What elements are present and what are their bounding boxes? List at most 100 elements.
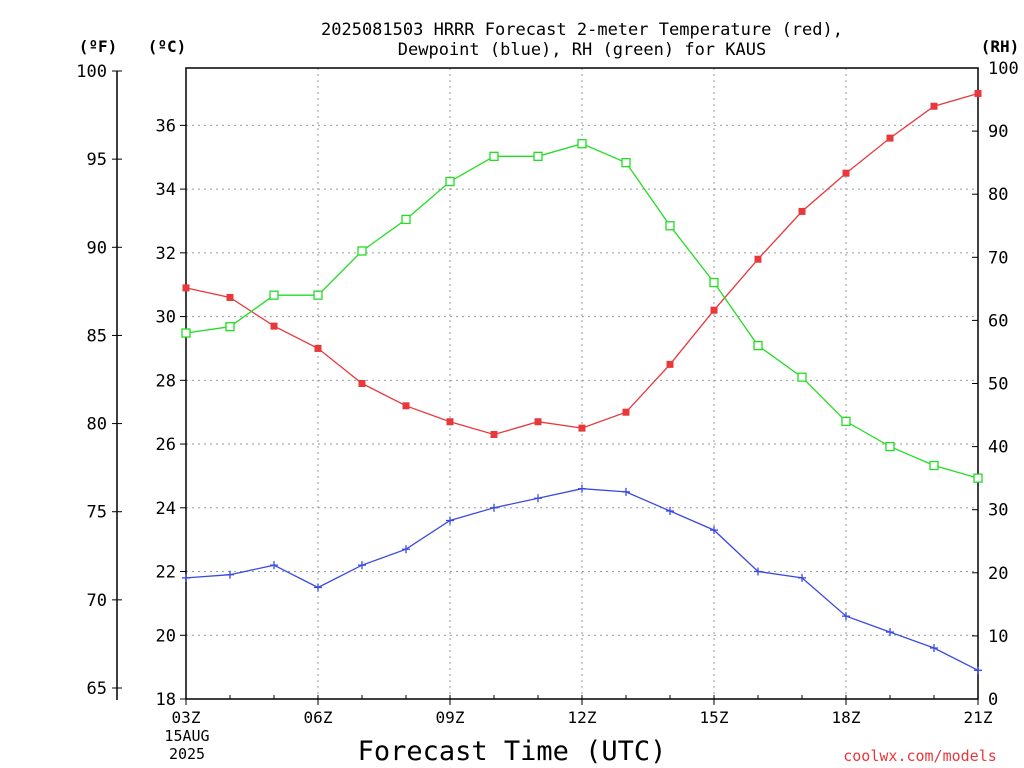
x-tick-label: 09Z — [436, 708, 465, 727]
rh-tick-label: 80 — [988, 185, 1008, 205]
fahrenheit-tick-label: 80 — [87, 415, 107, 435]
unit-label-fahrenheit: (ºF) — [79, 37, 118, 56]
rh-point — [181, 328, 191, 338]
temperature-point — [446, 418, 454, 426]
celsius-tick-label: 24 — [156, 499, 176, 519]
dewpoint-point — [358, 561, 366, 570]
temperature-point — [754, 255, 762, 263]
unit-label-rh: (RH) — [981, 37, 1020, 56]
rh-point — [709, 277, 719, 288]
rh-point — [313, 290, 323, 300]
rh-point — [753, 340, 763, 351]
dewpoint-point — [578, 484, 586, 493]
fahrenheit-tick-label: 65 — [87, 679, 107, 699]
fahrenheit-tick-label: 95 — [87, 150, 107, 170]
dewpoint-point — [622, 487, 630, 496]
dewpoint-series — [182, 484, 982, 675]
celsius-tick-label: 30 — [156, 308, 176, 328]
celsius-tick-label: 20 — [156, 626, 176, 646]
rh-tick-label: 60 — [988, 311, 1008, 331]
fahrenheit-tick-label: 100 — [76, 62, 107, 82]
rh-tick-label: 40 — [988, 438, 1008, 458]
dewpoint-point — [446, 516, 454, 525]
credit-label: coolwx.com/models — [843, 747, 997, 765]
dewpoint-point — [666, 506, 674, 515]
celsius-tick-label: 32 — [156, 244, 176, 264]
grid-lines — [186, 68, 978, 699]
temperature-point — [402, 402, 410, 410]
data-series — [181, 89, 983, 675]
rh-tick-label: 50 — [988, 375, 1008, 395]
rh-tick-label: 20 — [988, 564, 1008, 584]
temperature-series — [182, 89, 982, 438]
rh-point — [973, 473, 983, 483]
dewpoint-point — [886, 628, 894, 637]
temperature-point — [710, 306, 718, 314]
chart-title-line2: Dewpoint (blue), RH (green) for KAUS — [398, 40, 766, 60]
dewpoint-point — [226, 570, 234, 579]
dewpoint-point — [930, 644, 938, 653]
temperature-point — [314, 344, 322, 352]
temperature-point — [270, 322, 278, 330]
rh-point — [797, 372, 807, 382]
dewpoint-point — [842, 612, 850, 621]
dewpoint-point — [974, 666, 982, 675]
rh-point — [577, 139, 587, 149]
temperature-point — [490, 430, 498, 438]
rh-tick-label: 30 — [988, 501, 1008, 521]
dewpoint-point — [710, 526, 718, 535]
rh-point — [841, 416, 851, 427]
x-tick-label: 15Z — [700, 708, 729, 727]
temperature-point — [182, 284, 190, 292]
axes: 65 70 75 80 85 90 95 100 18 20 22 24 26 28 30 32 34 36 0 10… — [76, 59, 1018, 727]
rh-tick-label: 100 — [988, 59, 1019, 79]
temperature-point — [798, 207, 806, 215]
temperature-point — [226, 293, 234, 301]
dewpoint-point — [314, 583, 322, 592]
temperature-point — [358, 380, 366, 387]
x-tick-label: 12Z — [568, 708, 597, 727]
dewpoint-point — [182, 573, 190, 582]
rh-tick-label: 90 — [988, 122, 1008, 142]
dewpoint-point — [270, 561, 278, 570]
rh-point — [269, 290, 279, 300]
dewpoint-point — [490, 503, 498, 512]
fahrenheit-tick-label: 70 — [87, 591, 107, 611]
temperature-point — [930, 102, 938, 110]
fahrenheit-tick-label: 75 — [87, 503, 107, 523]
temperature-point — [622, 408, 630, 416]
rh-point — [225, 322, 235, 332]
temperature-point — [886, 134, 894, 142]
celsius-tick-label: 34 — [156, 180, 176, 200]
rh-point — [401, 214, 411, 225]
rh-tick-label: 10 — [988, 627, 1008, 647]
celsius-tick-label: 18 — [156, 690, 176, 710]
date-label-year: 2025 — [169, 745, 205, 763]
rh-tick-label: 0 — [988, 690, 998, 710]
temperature-point — [578, 424, 586, 432]
rh-series — [181, 139, 983, 483]
date-label-day: 15AUG — [164, 727, 209, 745]
fahrenheit-tick-label: 85 — [87, 326, 107, 346]
rh-point — [885, 441, 895, 452]
rh-point — [533, 151, 543, 161]
celsius-tick-label: 28 — [156, 371, 176, 391]
x-tick-label: 06Z — [304, 708, 333, 727]
rh-tick-label: 70 — [988, 248, 1008, 268]
dewpoint-point — [534, 494, 542, 503]
temperature-point — [534, 418, 542, 426]
rh-point — [621, 157, 631, 168]
x-tick-label: 03Z — [172, 708, 201, 727]
rh-point — [445, 176, 455, 187]
rh-point — [665, 221, 675, 231]
celsius-tick-label: 22 — [156, 563, 176, 583]
unit-label-celsius: (ºC) — [148, 37, 187, 56]
temperature-point — [666, 360, 674, 368]
fahrenheit-tick-label: 90 — [87, 238, 107, 258]
x-tick-label: 21Z — [964, 708, 993, 727]
rh-point — [489, 151, 499, 161]
temperature-point — [974, 89, 982, 97]
rh-point — [357, 246, 367, 256]
celsius-tick-label: 36 — [156, 116, 176, 136]
